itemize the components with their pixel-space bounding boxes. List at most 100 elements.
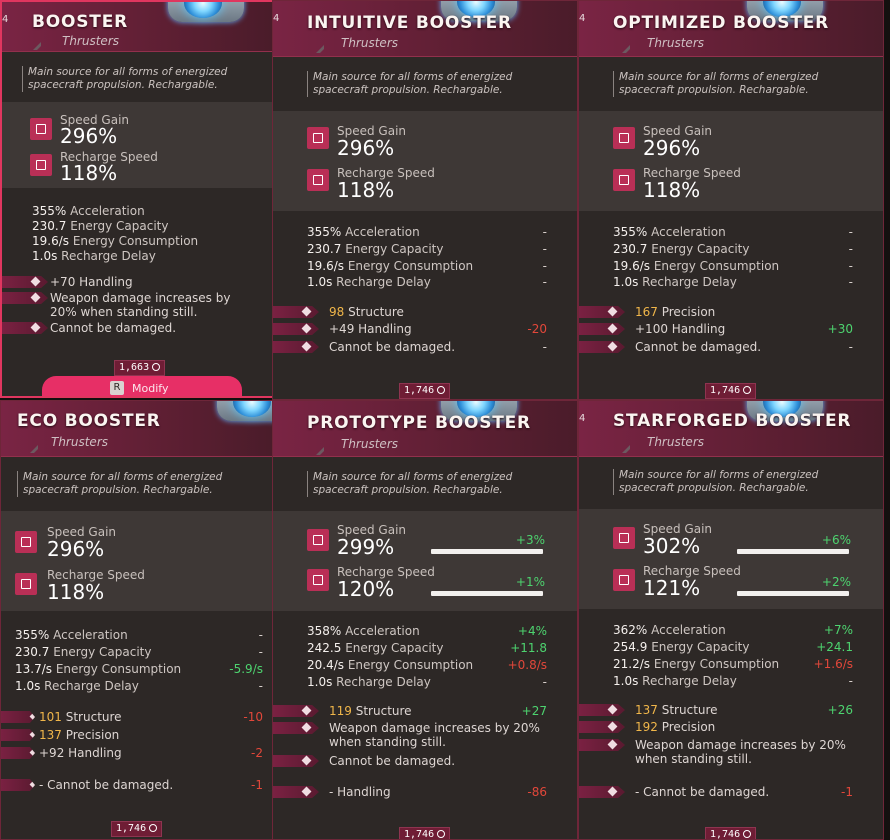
modify-button[interactable]	[42, 376, 242, 396]
speed-gain-value: 296%	[643, 136, 701, 160]
speed-gain-icon	[307, 529, 329, 551]
item-description: Main source for all forms of energized s…	[613, 71, 873, 97]
energy-capacity-stat: 230.7 Energy Capacity	[307, 242, 444, 256]
item-card-optimized-booster[interactable]: 4 OPTIMIZED BOOSTER Thrusters Main sourc…	[578, 0, 884, 400]
item-card-starforged-booster[interactable]: 4 STARFORGED BOOSTER Thrusters Main sour…	[578, 400, 884, 840]
trait-invulnerable: Cannot be damaged.	[329, 754, 456, 768]
item-name: PROTOTYPE BOOSTER	[307, 413, 531, 433]
booster-item-image	[168, 2, 244, 22]
energy-consumption-stat: 19.6/s Energy Consumption	[307, 259, 474, 273]
card-header: 4 INTUITIVE BOOSTER Thrusters	[273, 1, 577, 57]
card-header: ECO BOOSTER Thrusters	[1, 401, 273, 457]
recharge-speed-label: Recharge Speed	[337, 565, 435, 579]
acceleration-stat: 358% Acceleration	[307, 624, 420, 638]
thruster-icon	[32, 36, 42, 50]
item-card-eco-booster[interactable]: ECO BOOSTER Thrusters Main source for al…	[0, 400, 274, 840]
recharge-speed-icon	[613, 569, 635, 591]
trait-icon	[1, 779, 35, 791]
acceleration-stat: 355% Acceleration	[32, 204, 145, 218]
booster-item-image	[747, 1, 823, 21]
speed-gain-icon	[30, 118, 52, 140]
recharge-delay-delta: -	[848, 275, 853, 289]
price-tag: 1,746	[705, 383, 757, 399]
price-tag: 1,746	[705, 827, 757, 839]
thruster-icon	[621, 439, 631, 453]
trait-handling: +49 Handling	[329, 322, 412, 336]
trait-weapon-damage: Weapon damage increases by 20% when stan…	[50, 291, 231, 319]
trait-precision: 167 Precision	[635, 305, 716, 319]
speed-gain-icon	[307, 127, 329, 149]
item-card-intuitive-booster[interactable]: 4 INTUITIVE BOOSTER Thrusters Main sourc…	[272, 0, 578, 400]
acceleration-stat: 355% Acceleration	[613, 225, 726, 239]
item-type: Thrusters	[647, 435, 704, 449]
speed-gain-delta: +6%	[821, 533, 851, 547]
trait-icon	[579, 323, 625, 335]
recharge-delay-stat: 1.0s Recharge Delay	[307, 675, 431, 689]
invulnerable-delta: -1	[251, 778, 263, 792]
acceleration-delta: -	[848, 225, 853, 239]
speed-gain-value: 296%	[337, 136, 395, 160]
card-header: 4 BOOSTER Thrusters	[2, 2, 272, 52]
item-description: Main source for all forms of energized s…	[22, 66, 262, 92]
item-name: OPTIMIZED BOOSTER	[613, 13, 830, 33]
recharge-speed-label: Recharge Speed	[643, 564, 741, 578]
speed-gain-value: 296%	[60, 124, 118, 148]
speed-gain-label: Speed Gain	[337, 124, 407, 138]
handling-delta: -86	[527, 785, 547, 799]
recharge-speed-icon	[307, 169, 329, 191]
recharge-speed-delta: +1%	[515, 575, 545, 589]
recharge-delay-stat: 1.0s Recharge Delay	[613, 275, 737, 289]
recharge-speed-label: Recharge Speed	[47, 568, 145, 582]
trait-icon	[1, 747, 35, 759]
trait-icon	[273, 306, 319, 318]
recharge-speed-delta: +2%	[821, 575, 851, 589]
energy-capacity-stat: 230.7 Energy Capacity	[613, 242, 750, 256]
booster-item-image	[217, 401, 273, 421]
recharge-speed-value: 120%	[337, 577, 395, 601]
thruster-icon	[315, 39, 325, 53]
recharge-speed-bar	[431, 591, 543, 596]
trait-structure: 98 Structure	[329, 305, 404, 319]
trait-invulnerable: Cannot be damaged.	[50, 321, 177, 335]
recharge-speed-value: 118%	[643, 178, 701, 202]
energy-capacity-stat: 230.7 Energy Capacity	[32, 219, 169, 233]
acceleration-delta: +7%	[823, 623, 853, 637]
trait-handling: +100 Handling	[635, 322, 726, 336]
recharge-speed-value: 121%	[643, 576, 701, 600]
energy-capacity-delta: -	[258, 645, 263, 659]
recharge-speed-value: 118%	[337, 178, 395, 202]
recharge-delay-stat: 1.0s Recharge Delay	[307, 275, 431, 289]
trait-invulnerable: - Cannot be damaged.	[39, 778, 174, 792]
recharge-speed-label: Recharge Speed	[60, 150, 158, 164]
item-card-prototype-booster[interactable]: PROTOTYPE BOOSTER Thrusters Main source …	[272, 400, 578, 840]
trait-icon	[2, 276, 48, 288]
energy-capacity-delta: -	[848, 242, 853, 256]
acceleration-stat: 355% Acceleration	[15, 628, 128, 642]
primary-stats: Speed Gain 296% Recharge Speed 118%	[1, 511, 273, 611]
energy-consumption-delta: +1.6/s	[813, 657, 853, 671]
speed-gain-delta: +3%	[515, 533, 545, 547]
structure-delta: -10	[243, 710, 263, 724]
trait-handling: +70 Handling	[50, 275, 133, 289]
modify-hotkey: R	[110, 381, 124, 395]
trait-weapon-damage: Weapon damage increases by 20% when stan…	[329, 721, 540, 749]
trait-icon	[579, 704, 625, 716]
thruster-icon	[315, 441, 325, 455]
tier-label: 4	[273, 13, 280, 24]
speed-gain-value: 296%	[47, 537, 105, 561]
acceleration-stat: 362% Acceleration	[613, 623, 726, 637]
booster-item-image	[441, 1, 517, 21]
item-card-booster[interactable]: 4 BOOSTER Thrusters Main source for all …	[0, 0, 274, 398]
recharge-speed-icon	[15, 573, 37, 595]
trait-invulnerable: Cannot be damaged.	[329, 340, 456, 354]
recharge-delay-stat: 1.0s Recharge Delay	[613, 674, 737, 688]
handling-delta: -2	[251, 746, 263, 760]
trait-icon	[273, 705, 319, 717]
price-tag: 1,746	[111, 821, 163, 837]
item-type: Thrusters	[647, 36, 704, 50]
invulnerable-delta: -1	[841, 785, 853, 799]
recharge-speed-bar	[737, 591, 849, 596]
energy-consumption-stat: 13.7/s Energy Consumption	[15, 662, 182, 676]
trait-invulnerable: - Cannot be damaged.	[635, 785, 770, 799]
structure-delta: +27	[521, 704, 547, 718]
